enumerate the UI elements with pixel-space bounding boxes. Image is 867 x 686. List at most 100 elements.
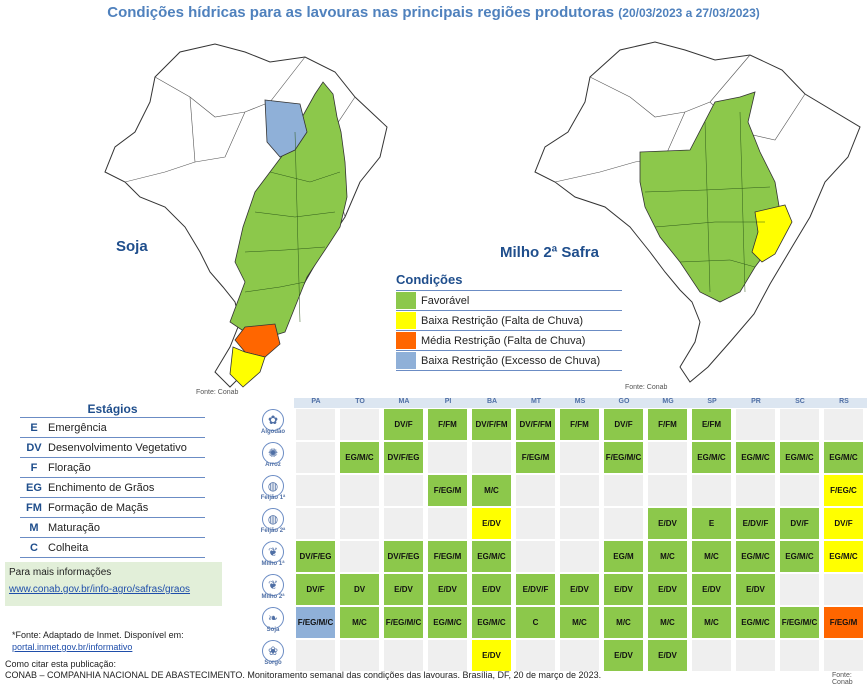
citation: CONAB – COMPANHIA NACIONAL DE ABASTECIME… (5, 670, 602, 680)
table-cell (384, 508, 423, 539)
column-header: MA (398, 398, 410, 405)
milho-label: Milho 2ª Safra (500, 244, 599, 261)
crop-label: ❦ Milho 1ª (256, 541, 290, 572)
table-cell: E/DV/F (516, 574, 555, 605)
milho-map (534, 41, 861, 383)
soja-label: Soja (116, 238, 148, 255)
crop-label: ◍ Feijão 1ª (256, 475, 290, 506)
stage-name: Desenvolvimento Vegetativo (48, 441, 187, 454)
table-cell (340, 640, 379, 671)
legend-item: Baixa Restrição (Excesso de Chuva) (396, 350, 622, 371)
crop-name: Milho 2ª (261, 594, 285, 600)
legend-label: Baixa Restrição (Falta de Chuva) (421, 314, 584, 327)
table-cell (824, 574, 863, 605)
column-header: TO (355, 398, 365, 405)
table-cell: E/DV (472, 508, 511, 539)
table-cell: E/DV (560, 574, 599, 605)
table-cell: E/DV (604, 574, 643, 605)
table-cell (560, 541, 599, 572)
stage-name: Maturação (48, 521, 100, 534)
table-cell: E (692, 508, 731, 539)
date-range: (20/03/2023 a 27/03/2023) (618, 6, 760, 20)
stage-name: Colheita (48, 541, 89, 554)
table-cell (648, 442, 687, 473)
table-cell (824, 640, 863, 671)
table-cell: E/DV (472, 574, 511, 605)
table-cell: DV/F (604, 409, 643, 440)
corn-icon: ❦ (262, 574, 284, 596)
table-cell (560, 640, 599, 671)
table-cell (428, 442, 467, 473)
crop-label: ❦ Milho 2ª (256, 574, 290, 605)
table-cell: F/EG/M (428, 475, 467, 506)
table-cell: M/C (472, 475, 511, 506)
table-cell: E/DV (428, 574, 467, 605)
table-cell (340, 409, 379, 440)
soja-baixa-region (229, 346, 266, 388)
info-text: Para mais informações (9, 567, 112, 578)
table-cell: DV/F/EG (384, 442, 423, 473)
table-cell: F/EG/M/C (296, 607, 335, 638)
legend-label: Baixa Restrição (Excesso de Chuva) (421, 354, 601, 367)
stages-table: Estágios E Emergência DV Desenvolvimento V… (20, 402, 205, 558)
soja-map (104, 43, 388, 388)
column-header: MT (530, 398, 542, 405)
legend-label: Favorável (421, 294, 470, 307)
legend-swatch (396, 292, 416, 309)
rice-icon: ✺ (262, 442, 284, 464)
stage-row: EG Enchimento de Grãos (20, 477, 205, 497)
column-header: RS (839, 398, 849, 405)
stage-code: E (30, 421, 38, 434)
table-cell: F/FM (428, 409, 467, 440)
stage-code: F (30, 461, 38, 474)
table-cell: M/C (604, 607, 643, 638)
column-header: PA (311, 398, 321, 405)
column-header: SP (707, 398, 717, 405)
legend-title: Condições (396, 272, 463, 287)
stage-name: Floração (48, 461, 91, 474)
crop-name: Soja (266, 627, 280, 633)
table-cell (692, 475, 731, 506)
table-cell: E/FM (692, 409, 731, 440)
table-cell (384, 475, 423, 506)
table-cell (780, 475, 819, 506)
info-box: Para mais informações www.conab.gov.br/i… (5, 562, 222, 606)
cotton-icon: ✿ (262, 409, 284, 431)
table-cell (604, 475, 643, 506)
soy-icon: ❧ (262, 607, 284, 629)
table-cell: M/C (648, 541, 687, 572)
table-cell: EG/M/C (736, 607, 775, 638)
legend-item: Favorável (396, 290, 622, 310)
table-cell (648, 475, 687, 506)
stage-code: FM (26, 501, 42, 514)
stage-code: C (30, 541, 38, 554)
source-link[interactable]: portal.inmet.gov.br/informativo (12, 642, 133, 652)
stage-code: M (29, 521, 39, 534)
table-cell: E/DV (472, 640, 511, 671)
table-cell (296, 442, 335, 473)
column-header: MS (574, 398, 586, 405)
table-cell: EG/M/C (780, 442, 819, 473)
stages-title: Estágios (87, 402, 138, 416)
table-cell: F/EG/C (824, 475, 863, 506)
table-cell (428, 640, 467, 671)
corn-icon: ❦ (262, 541, 284, 563)
table-cell: E/DV (604, 640, 643, 671)
table-cell: DV/F/FM (472, 409, 511, 440)
table-cell (296, 508, 335, 539)
table-cell: EG/M/C (428, 607, 467, 638)
title-text: Condições hídricas para as lavouras nas … (107, 4, 615, 21)
table-cell (340, 541, 379, 572)
table-cell: F/EG/M/C (780, 607, 819, 638)
legend-item: Baixa Restrição (Falta de Chuva) (396, 310, 622, 330)
crop-label: ◍ Feijão 2ª (256, 508, 290, 539)
info-link[interactable]: www.conab.gov.br/info-agro/safras/graos (9, 584, 191, 595)
table-cell: F/EG/M/C (384, 607, 423, 638)
column-header: PR (751, 398, 761, 405)
table-cell (560, 442, 599, 473)
table-cell (472, 442, 511, 473)
table-cell: EG/M/C (824, 442, 863, 473)
table-cell: E/DV (736, 574, 775, 605)
table-cell (296, 409, 335, 440)
stage-row: C Colheita (20, 537, 205, 558)
